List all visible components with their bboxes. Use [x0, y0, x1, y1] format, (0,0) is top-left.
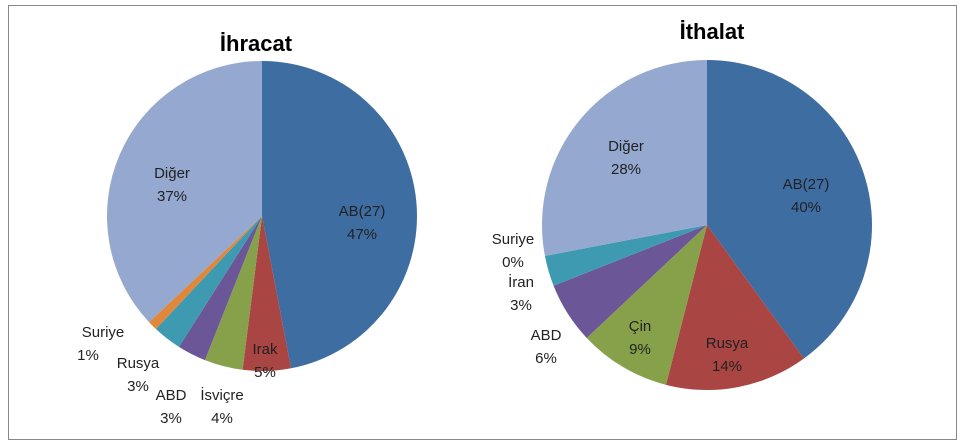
pie-slice	[149, 216, 262, 329]
slice-label: Rusya	[706, 335, 749, 352]
slice-label: Suriye	[492, 231, 535, 248]
slice-label: Irak	[252, 341, 278, 358]
slice-value-label: 0%	[502, 254, 524, 271]
slice-label: İsviçre	[200, 386, 243, 404]
slice-label: AB(27)	[339, 203, 386, 220]
pie-slice	[553, 225, 707, 338]
slice-value-label: 47%	[347, 226, 377, 243]
chart-title: İhracat	[220, 31, 293, 56]
slice-label: ABD	[531, 327, 562, 344]
slice-label: Diğer	[154, 165, 190, 182]
slice-value-label: 6%	[535, 350, 557, 367]
slice-value-label: 4%	[211, 410, 233, 427]
pie-slice	[707, 60, 872, 359]
pie-slice	[665, 225, 804, 390]
pie-slice	[178, 216, 262, 361]
pie-slice	[242, 216, 292, 371]
chart-title: İthalat	[680, 19, 745, 44]
pie-slice	[262, 61, 418, 369]
slice-value-label: 14%	[712, 358, 742, 375]
slice-label: Suriye	[82, 324, 125, 341]
slice-value-label: 40%	[791, 199, 821, 216]
slice-value-label: 3%	[510, 297, 532, 314]
pie-slice	[155, 216, 262, 347]
slice-label: Çin	[629, 318, 652, 335]
slice-value-label: 5%	[254, 364, 276, 381]
pie-slice	[586, 225, 707, 385]
slice-value-label: 37%	[157, 188, 187, 205]
slice-label: Rusya	[117, 355, 160, 372]
slice-value-label: 28%	[611, 161, 641, 178]
slice-value-label: 3%	[127, 378, 149, 395]
slice-label: AB(27)	[783, 176, 830, 193]
slice-label: ABD	[156, 387, 187, 404]
slice-value-label: 1%	[77, 347, 99, 364]
pie-slice	[544, 225, 707, 286]
slice-label: Diğer	[608, 138, 644, 155]
pie-slice	[542, 60, 707, 256]
slice-value-label: 9%	[629, 341, 651, 358]
pie-slice	[204, 216, 262, 370]
slice-label: İran	[508, 273, 534, 291]
pie-slice	[106, 61, 262, 323]
slice-value-label: 3%	[160, 410, 182, 427]
